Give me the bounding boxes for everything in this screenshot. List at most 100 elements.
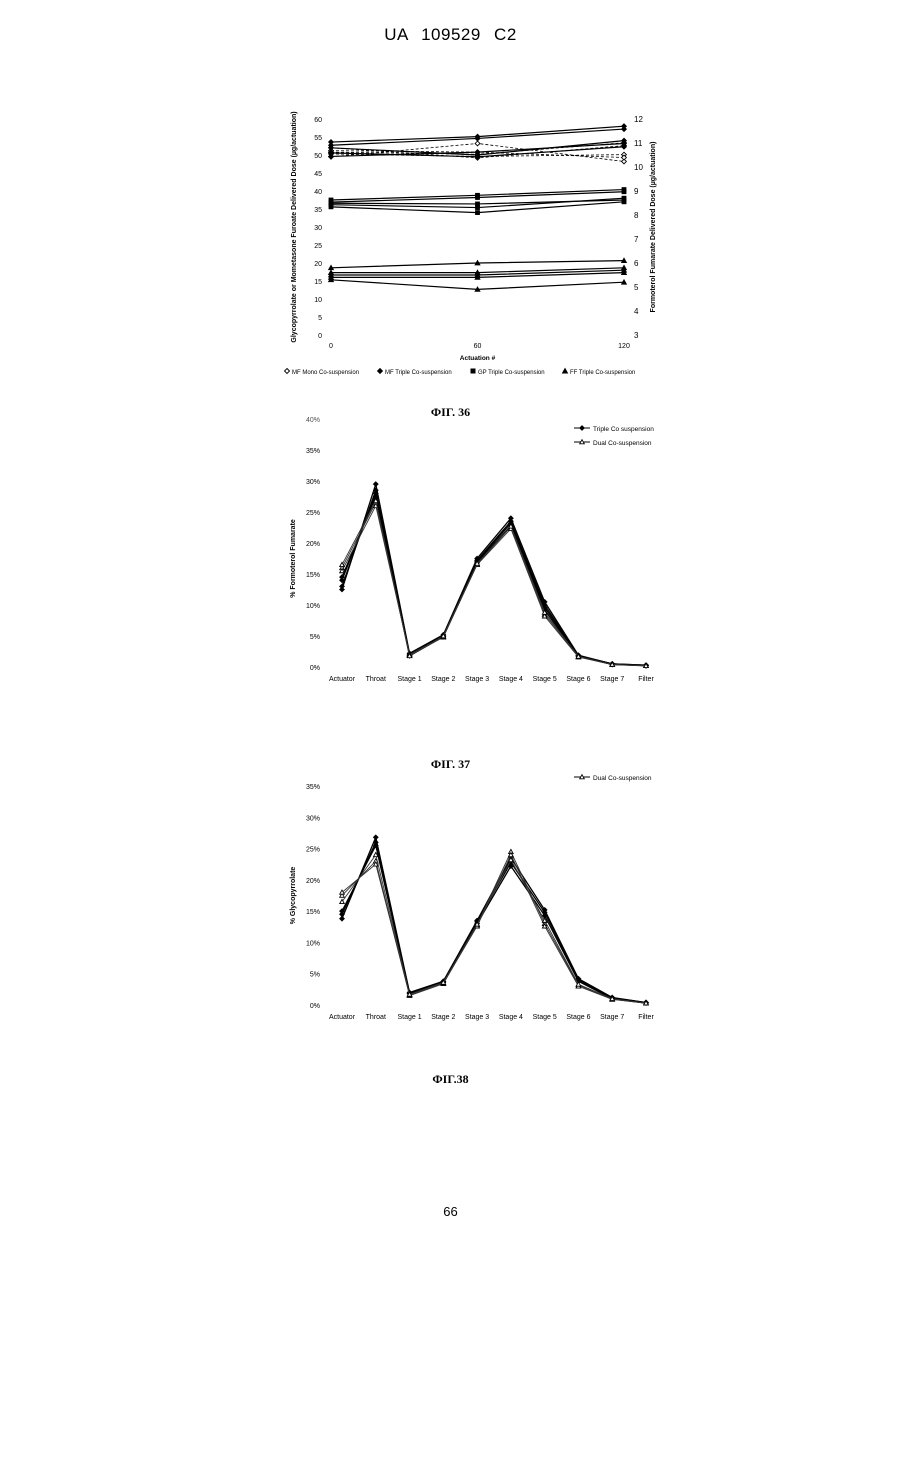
legend-marker [471, 369, 476, 374]
data-point [622, 258, 627, 262]
data-point [475, 210, 480, 215]
y-tick-label: 10 [314, 297, 322, 304]
legend-label: Dual Co-suspension [593, 440, 652, 447]
y-tick-label: 45 [314, 171, 322, 178]
y-tick-label: 15% [306, 909, 320, 916]
x-tick-label: 120 [618, 343, 630, 350]
data-point [373, 835, 378, 840]
x-tick-label: Stage 3 [465, 676, 489, 683]
y-tick-label: 5% [310, 634, 320, 641]
y-tick-label: 55 [314, 135, 322, 142]
x-tick-label: Stage 6 [566, 1014, 590, 1021]
legend-label: Dual Co-suspension [593, 775, 652, 782]
y-tick-label: 20% [306, 878, 320, 885]
x-tick-label: Throat [366, 1014, 386, 1021]
data-point [329, 201, 334, 206]
data-point [475, 195, 480, 200]
series-line [342, 497, 646, 666]
y-tick-label: 0 [318, 333, 322, 340]
y-tick-label: 0% [310, 1003, 320, 1010]
legend-label: FF Triple Co-suspension [570, 370, 635, 376]
figure-38-caption: ФІГ.38 [0, 1072, 901, 1087]
legend-label: MF Mono Co-suspension [292, 370, 359, 376]
x-tick-label: Stage 7 [600, 676, 624, 683]
x-tick-label: Stage 4 [499, 676, 523, 683]
y2-tick-label: 4 [634, 307, 639, 316]
x-tick-label: Stage 2 [431, 1014, 455, 1021]
y-tick-label: 30% [306, 479, 320, 486]
y-tick-label: 0% [310, 665, 320, 672]
figure-38-chart: 0%5%10%15%20%25%30%35%ActuatorThroatStag… [0, 770, 901, 1470]
y2-axis-title: Formoterol Fumarate Delivered Dose (µg/a… [650, 142, 657, 313]
x-tick-label: Filter [638, 676, 654, 683]
legend-marker [285, 369, 290, 374]
y-tick-label: 40% [306, 417, 320, 424]
y-tick-label: 10% [306, 603, 320, 610]
legend-marker [580, 440, 585, 444]
series-line [342, 852, 646, 1003]
figure-36-chart: 0510152025303540455055603456789101112060… [0, 0, 901, 400]
legend-marker [580, 426, 585, 431]
y-tick-label: 35% [306, 784, 320, 791]
x-tick-label: Actuator [329, 1014, 356, 1021]
legend-label: Triple Co suspension [593, 426, 654, 433]
data-point [622, 189, 627, 194]
y-tick-label: 5 [318, 315, 322, 322]
y-tick-label: 30% [306, 815, 320, 822]
x-tick-label: Actuator [329, 676, 356, 683]
series-line [342, 501, 646, 666]
data-point [329, 265, 334, 269]
y-axis-title: Glycopyrrolate or Mometasone Furoate Del… [291, 111, 298, 342]
series-line [342, 484, 646, 665]
series-line [342, 490, 646, 665]
y-tick-label: 20% [306, 541, 320, 548]
x-tick-label: Stage 2 [431, 676, 455, 683]
y-tick-label: 40 [314, 189, 322, 196]
y-tick-label: 50 [314, 153, 322, 160]
y-tick-label: 30 [314, 225, 322, 232]
x-tick-label: Stage 1 [397, 1014, 421, 1021]
data-point [622, 198, 627, 203]
data-point [475, 202, 480, 207]
x-tick-label: 60 [474, 343, 482, 350]
data-point [475, 287, 480, 291]
series-line [342, 503, 646, 666]
y2-tick-label: 3 [634, 331, 639, 340]
series-line [342, 855, 646, 1003]
y-tick-label: 35% [306, 448, 320, 455]
legend-marker [378, 369, 383, 374]
series-line [342, 845, 646, 1003]
legend-label: GP Triple Co-suspension [478, 370, 545, 376]
y-axis-title: % Formoterol Fumarate [290, 519, 297, 598]
x-tick-label: Stage 5 [533, 676, 557, 683]
x-tick-label: Stage 7 [600, 1014, 624, 1021]
x-tick-label: Throat [366, 676, 386, 683]
y-tick-label: 60 [314, 117, 322, 124]
y-axis-title: % Glycopyrrolate [290, 867, 297, 925]
y-tick-label: 20 [314, 261, 322, 268]
y2-tick-label: 9 [634, 187, 639, 196]
y-tick-label: 15% [306, 572, 320, 579]
y2-tick-label: 10 [634, 163, 643, 172]
y2-tick-label: 6 [634, 259, 639, 268]
y2-tick-label: 11 [634, 139, 643, 148]
y-tick-label: 25 [314, 243, 322, 250]
legend-label: MF Triple Co-suspension [385, 370, 452, 376]
y2-tick-label: 8 [634, 211, 639, 220]
series-line [342, 855, 646, 1003]
x-tick-label: Stage 4 [499, 1014, 523, 1021]
series-line [342, 506, 646, 666]
x-tick-label: Stage 6 [566, 676, 590, 683]
y-tick-label: 15 [314, 279, 322, 286]
page-number: 66 [0, 1204, 901, 1219]
x-tick-label: Stage 5 [533, 1014, 557, 1021]
data-point [475, 141, 480, 146]
x-tick-label: 0 [329, 343, 333, 350]
series-line [342, 493, 646, 665]
y-tick-label: 25% [306, 847, 320, 854]
y-tick-label: 25% [306, 510, 320, 517]
x-tick-label: Stage 3 [465, 1014, 489, 1021]
y-tick-label: 35 [314, 207, 322, 214]
y-tick-label: 5% [310, 972, 320, 979]
data-point [373, 482, 378, 487]
